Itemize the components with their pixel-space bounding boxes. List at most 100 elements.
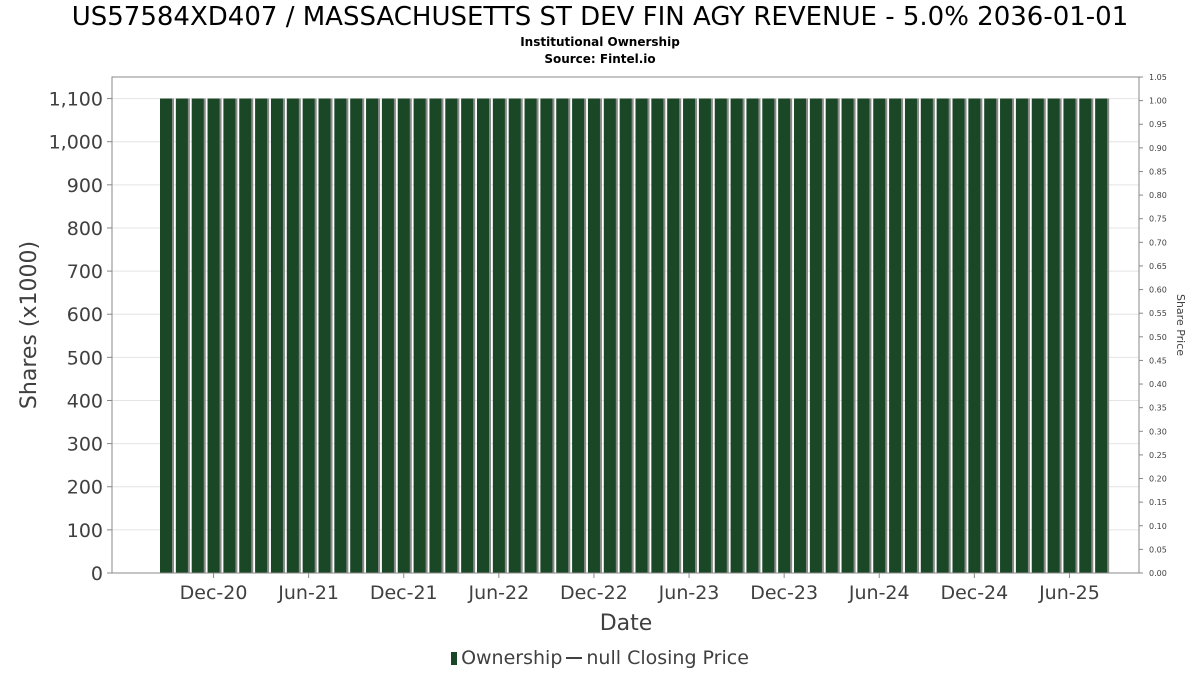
bar	[318, 98, 331, 573]
bar	[1063, 98, 1076, 573]
bar	[1095, 98, 1108, 573]
bar	[809, 98, 822, 573]
x-tick-label: Dec-24	[940, 582, 1008, 604]
x-tick-label: Dec-20	[180, 582, 248, 604]
bar	[968, 98, 981, 573]
bar	[651, 98, 664, 573]
y2-tick-label: 1.00	[1149, 97, 1167, 106]
bar	[920, 98, 933, 573]
bar	[1000, 98, 1013, 573]
bar	[508, 98, 521, 573]
y-axis-label: Shares (x1000)	[17, 241, 42, 409]
bar	[540, 98, 553, 573]
y-tick-label: 400	[67, 390, 103, 412]
y-tick-label: 100	[67, 520, 103, 542]
bar	[445, 98, 458, 573]
y2-tick-label: 0.90	[1149, 144, 1167, 153]
bar	[889, 98, 902, 573]
bar	[191, 98, 204, 573]
bar	[936, 98, 949, 573]
y2-tick-label: 1.05	[1149, 73, 1167, 82]
legend-closing-price-line	[566, 657, 583, 659]
bar	[857, 98, 870, 573]
bar	[381, 98, 394, 573]
y2-tick-label: 0.50	[1149, 333, 1167, 342]
bar	[492, 98, 505, 573]
bar	[984, 98, 997, 573]
bar	[1031, 98, 1044, 573]
y-tick-label: 0	[91, 563, 103, 585]
bar	[239, 98, 252, 573]
bar	[429, 98, 442, 573]
chart-subtitle: Institutional Ownership	[520, 35, 680, 49]
bar	[302, 98, 315, 573]
bar	[841, 98, 854, 573]
chart-source: Source: Fintel.io	[544, 52, 656, 66]
y2-axis: 0.00 0.05 0.10 0.15 0.20 0.25 0.30 0.35 0.40 0.45…	[1139, 73, 1167, 578]
y2-tick-label: 0.25	[1149, 451, 1167, 460]
x-tick-label: Jun-25	[1038, 582, 1100, 604]
bar	[1079, 98, 1092, 573]
bar	[904, 98, 917, 573]
y-tick-label: 200	[67, 477, 103, 499]
bar	[572, 98, 585, 573]
x-tick-label: Jun-22	[467, 582, 529, 604]
y-tick-label: 1,100	[49, 89, 103, 111]
y2-tick-label: 0.95	[1149, 120, 1167, 129]
bar	[873, 98, 886, 573]
plot-frame	[111, 76, 1140, 574]
bar	[556, 98, 569, 573]
x-tick-label: Jun-23	[658, 582, 720, 604]
y-tick-label: 900	[67, 175, 103, 197]
bar	[825, 98, 838, 573]
bar	[635, 98, 648, 573]
bar	[762, 98, 775, 573]
x-tick-label: Dec-22	[560, 582, 628, 604]
bar	[175, 98, 188, 573]
bar	[1015, 98, 1028, 573]
chart-title: US57584XD407 / MASSACHUSETTS ST DEV FIN …	[71, 2, 1129, 32]
bar	[619, 98, 632, 573]
x-axis-label: Date	[600, 611, 653, 636]
bar	[366, 98, 379, 573]
legend-ownership-swatch	[451, 652, 458, 665]
bar	[350, 98, 363, 573]
y2-tick-label: 0.10	[1149, 522, 1167, 531]
y2-tick-label: 0.80	[1149, 191, 1167, 200]
bar	[714, 98, 727, 573]
y2-tick-label: 0.70	[1149, 238, 1167, 247]
bar	[270, 98, 283, 573]
bar	[223, 98, 236, 573]
y2-tick-label: 0.55	[1149, 309, 1167, 318]
y-tick-label: 800	[67, 218, 103, 240]
bar	[413, 98, 426, 573]
bar	[207, 98, 220, 573]
y2-tick-label: 0.45	[1149, 356, 1167, 365]
y2-tick-label: 0.60	[1149, 286, 1167, 295]
y-tick-label: 300	[67, 434, 103, 456]
y-tick-label: 500	[67, 347, 103, 369]
y-axis: 0 100 200 300 400 500 600 700 800 900 1,000 1,100	[49, 89, 112, 585]
y2-tick-label: 0.15	[1149, 498, 1167, 507]
bar	[160, 98, 172, 573]
bar	[698, 98, 711, 573]
bar	[255, 98, 268, 573]
bar	[1047, 98, 1060, 573]
y2-tick-label: 0.30	[1149, 427, 1167, 436]
y2-tick-label: 0.40	[1149, 380, 1167, 389]
bar	[778, 98, 791, 573]
y-tick-label: 1,000	[49, 132, 103, 154]
y2-tick-label: 0.35	[1149, 404, 1167, 413]
bar	[524, 98, 537, 573]
bar	[477, 98, 489, 573]
bar	[952, 98, 965, 573]
bar	[397, 98, 410, 573]
x-tick-label: Dec-21	[370, 582, 438, 604]
y-tick-label: 700	[67, 261, 103, 283]
bar	[334, 98, 347, 573]
y-tick-label: 600	[67, 304, 103, 326]
legend: Ownership null Closing Price	[0, 647, 1200, 669]
y2-tick-label: 0.05	[1149, 545, 1167, 554]
x-axis: Dec-20 Jun-21 Dec-21 Jun-22 Dec-22 Jun-23 Dec-…	[180, 573, 1100, 604]
x-tick-label: Jun-21	[277, 582, 339, 604]
